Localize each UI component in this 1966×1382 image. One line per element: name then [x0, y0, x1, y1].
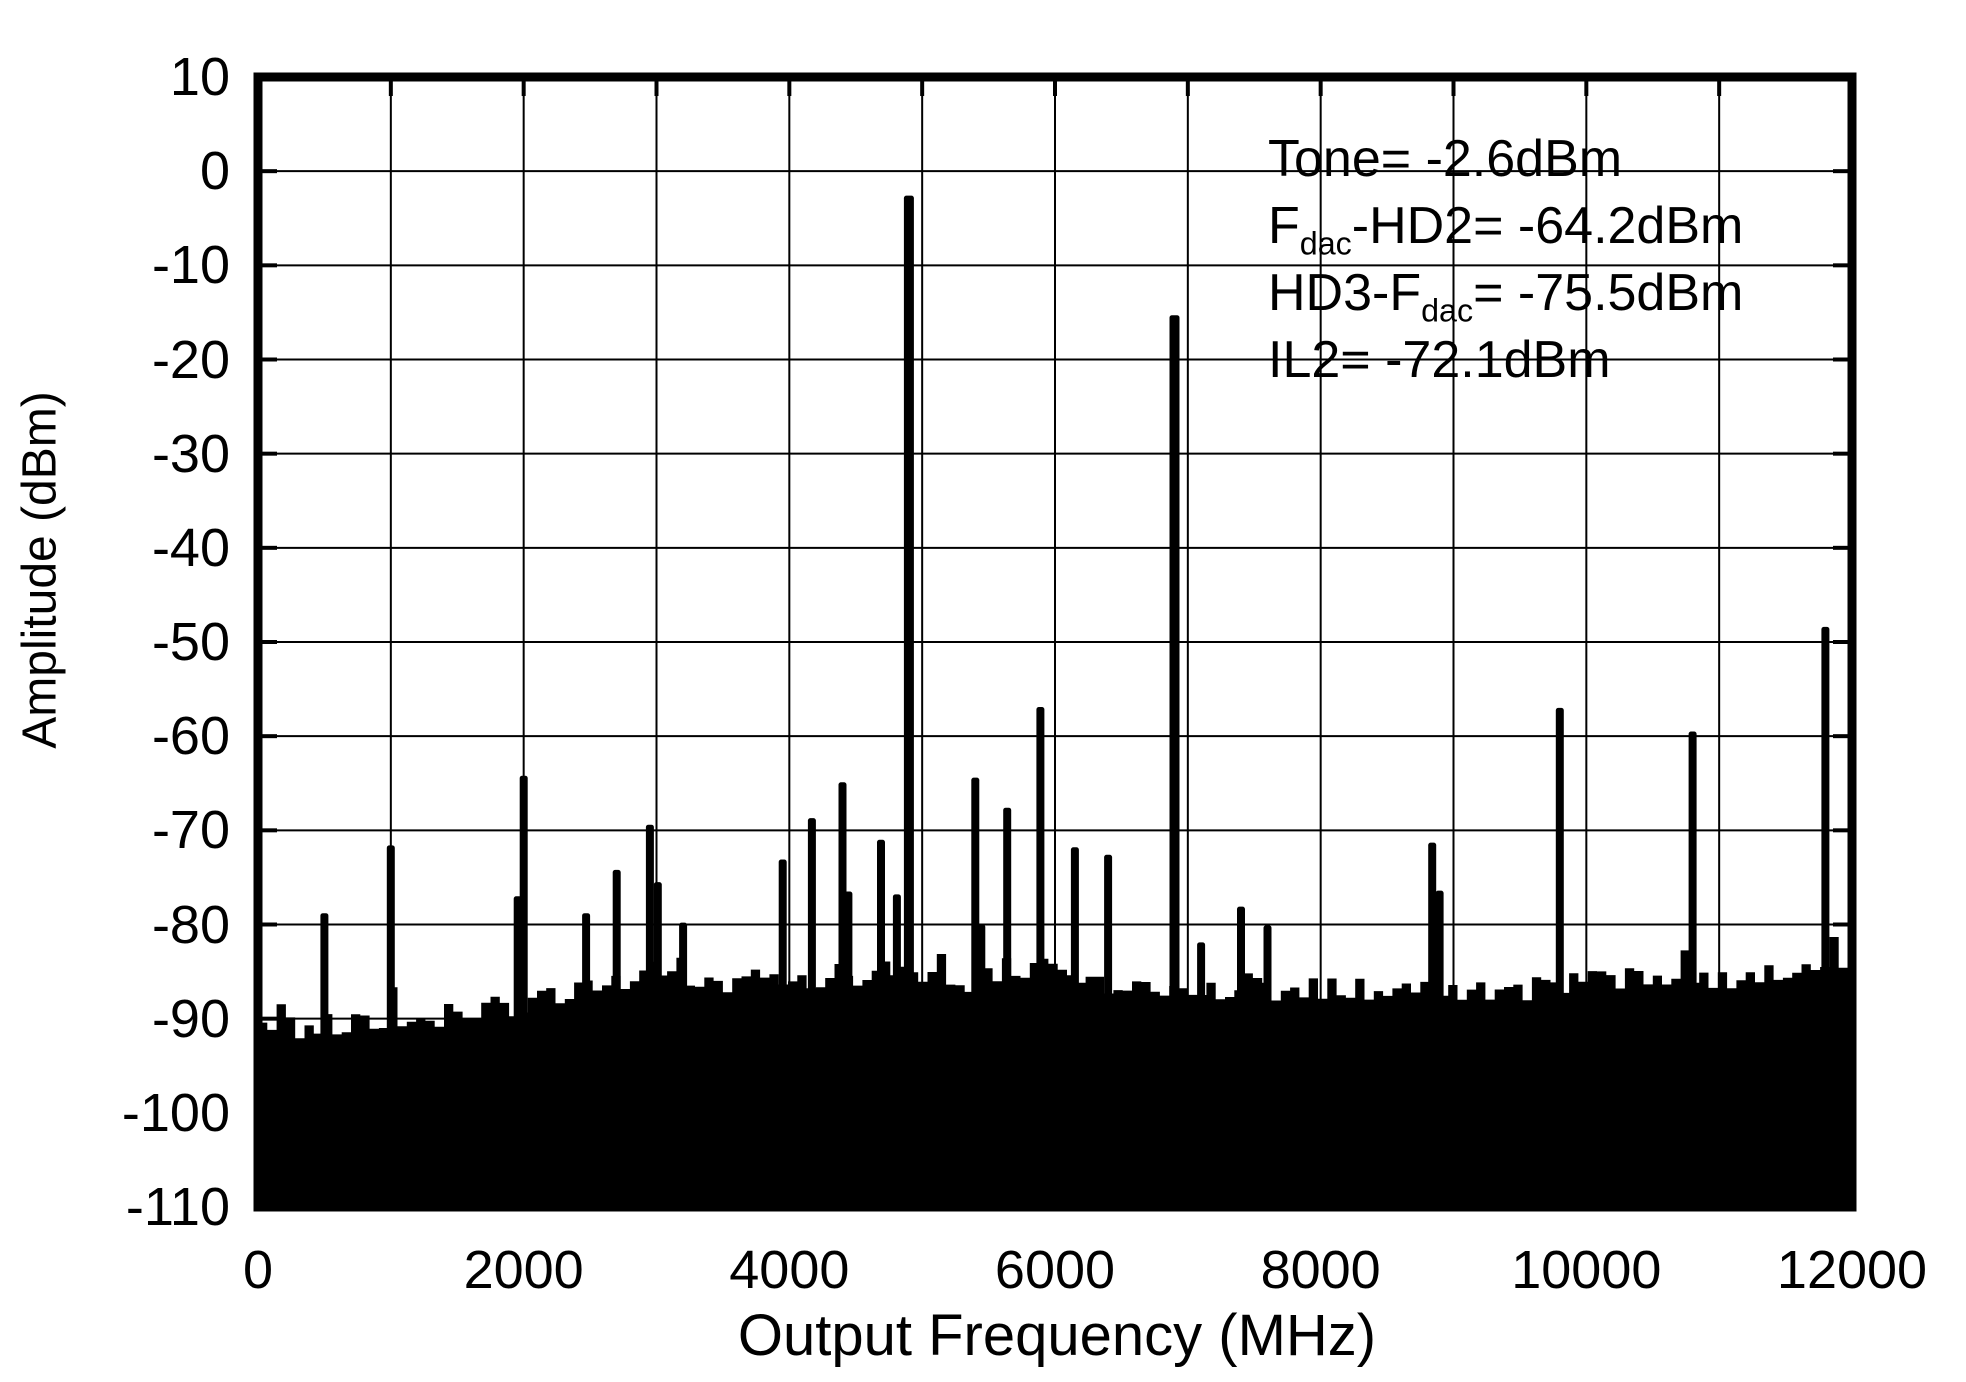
spur-spike [1555, 707, 1564, 1207]
x-tick-label: 8000 [1260, 1240, 1381, 1300]
x-tick-label: 6000 [994, 1240, 1116, 1300]
y-tick-label: -90 [151, 988, 230, 1049]
spur-spike [1435, 890, 1444, 1207]
tone-spike [1169, 315, 1180, 1207]
spur-spike [612, 869, 621, 1207]
spur-spike [1070, 847, 1079, 1207]
y-tick-label: -70 [151, 800, 230, 861]
y-tick-label: -110 [125, 1177, 230, 1237]
annotation-line: Tone= -2.6dBm [1268, 130, 1623, 188]
y-tick-label: -10 [151, 235, 230, 296]
spur-spike [519, 775, 528, 1207]
y-tick-label: -20 [151, 329, 230, 390]
x-tick-label: 4000 [729, 1240, 850, 1300]
spur-spike [653, 882, 662, 1207]
x-axis-title: Output Frequency (MHz) [737, 1303, 1377, 1368]
y-tick-label: 10 [169, 47, 230, 107]
spur-spike [1237, 906, 1245, 1207]
spur-spike [977, 924, 986, 1207]
tone-spike [903, 195, 914, 1208]
x-tick-label: 0 [242, 1240, 274, 1300]
y-tick-label: -100 [121, 1082, 230, 1143]
spur-spike [1104, 854, 1113, 1207]
x-tick-label: 2000 [463, 1240, 584, 1300]
spur-spike [645, 824, 654, 1207]
x-tick-label: 12000 [1776, 1240, 1928, 1300]
spur-spike [807, 818, 816, 1207]
x-tick-label: 10000 [1511, 1240, 1662, 1300]
y-tick-label: -40 [151, 517, 230, 578]
spur-spike [892, 894, 901, 1207]
y-tick-label: 0 [199, 141, 230, 202]
spur-spike [877, 839, 885, 1208]
annotation-line: IL2= -72.1dBm [1268, 331, 1611, 389]
spur-spike [386, 845, 395, 1207]
spur-spike [1036, 707, 1045, 1207]
spur-spike [1688, 731, 1697, 1207]
annotation-line: HD3-Fdac= -75.5dBm [1268, 264, 1744, 329]
spur-spike [679, 922, 688, 1207]
annotation-line: Fdac-HD2= -64.2dBm [1268, 197, 1744, 262]
y-tick-label: -30 [151, 423, 230, 484]
spur-spike [778, 859, 787, 1207]
spur-spike [1821, 626, 1830, 1207]
spur-spike [582, 913, 591, 1207]
spur-spike [1263, 925, 1272, 1207]
y-tick-label: -80 [151, 894, 230, 955]
spur-spike [844, 891, 853, 1207]
noise-floor [258, 937, 1852, 1207]
spur-spike [1003, 807, 1012, 1207]
spur-spike [1197, 942, 1206, 1207]
y-axis-title: Amplitude (dBm) [13, 391, 67, 749]
spur-spike [1428, 842, 1437, 1207]
y-tick-label: -60 [151, 706, 230, 767]
spur-spike [320, 913, 329, 1207]
y-tick-label: -50 [151, 612, 230, 672]
annotation-box: Tone= -2.6dBm Fdac-HD2= -64.2dBm HD3-Fdac=… [1268, 126, 1743, 394]
plot-border [253, 72, 1857, 1212]
